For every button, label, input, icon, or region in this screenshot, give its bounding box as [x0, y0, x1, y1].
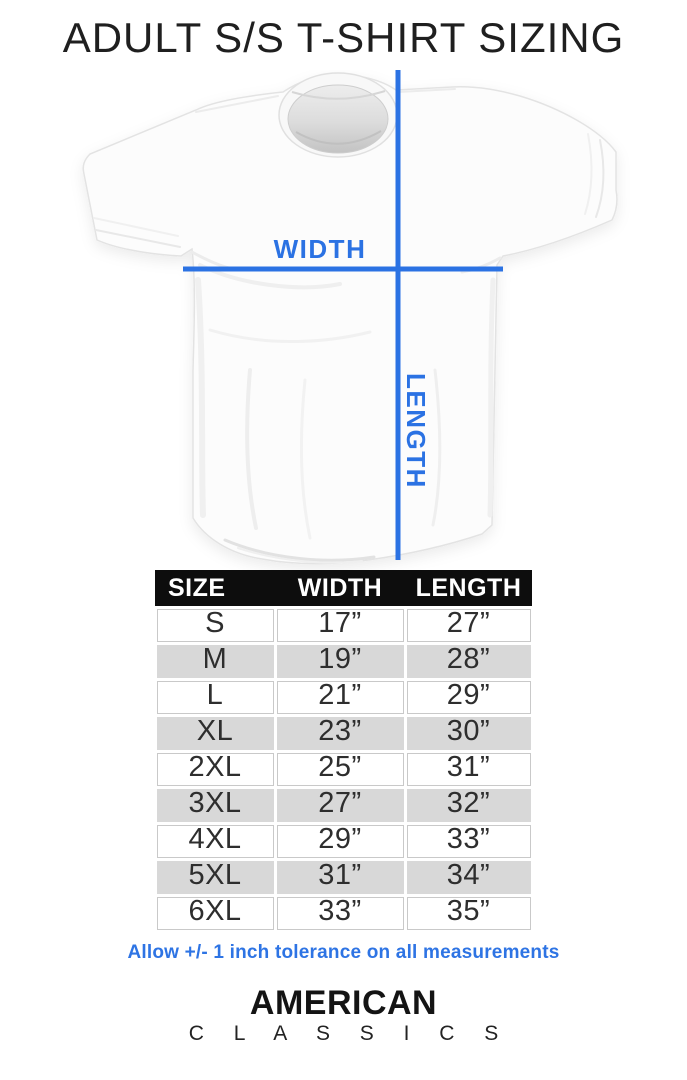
sizing-chart-page: ADULT S/S T-SHIRT SIZING — [0, 14, 687, 1080]
cell-width: 19” — [273, 641, 407, 681]
table-row: 3XL 27” 32” — [153, 785, 534, 825]
table-row: L 21” 29” — [153, 677, 534, 717]
table-row: 5XL 31” 34” — [153, 857, 534, 897]
cell-width: 27” — [273, 785, 407, 825]
brand-name: AMERICAN — [249, 983, 438, 1022]
table-row: XL 23” 30” — [153, 713, 534, 753]
cell-length: 28” — [403, 641, 534, 681]
width-label: WIDTH — [274, 234, 367, 264]
table-row: M 19” 28” — [153, 641, 534, 681]
brand-logo: AMERICAN C L A S S I C S — [0, 986, 687, 1044]
cell-width: 25” — [273, 749, 407, 789]
cell-width: 23” — [273, 713, 407, 753]
column-header-width: WIDTH — [275, 570, 405, 608]
fabric-wrinkles — [93, 88, 605, 564]
table-row: S 17” 27” — [153, 605, 534, 645]
cell-width: 33” — [273, 893, 407, 933]
size-chart-table: SIZE WIDTH LENGTH S 17” 27” M 19” 28” L … — [153, 570, 534, 933]
cell-size: M — [153, 641, 277, 681]
cell-size: 2XL — [153, 749, 277, 789]
cell-size: S — [153, 605, 277, 645]
cell-length: 30” — [403, 713, 534, 753]
cell-size: L — [153, 677, 277, 717]
cell-length: 27” — [403, 605, 534, 645]
cell-length: 31” — [403, 749, 534, 789]
tshirt-diagram: WIDTH LENGTH — [0, 70, 687, 570]
table-row: 6XL 33” 35” — [153, 893, 534, 933]
cell-length: 35” — [403, 893, 534, 933]
cell-width: 31” — [273, 857, 407, 897]
table-row: 4XL 29” 33” — [153, 821, 534, 861]
cell-size: XL — [153, 713, 277, 753]
cell-length: 34” — [403, 857, 534, 897]
brand-subtitle: C L A S S I C S — [188, 1021, 511, 1045]
table-row: 2XL 25” 31” — [153, 749, 534, 789]
cell-length: 32” — [403, 785, 534, 825]
column-header-length: LENGTH — [405, 570, 532, 608]
cell-length: 29” — [403, 677, 534, 717]
tolerance-note: Allow +/- 1 inch tolerance on all measur… — [127, 941, 560, 963]
cell-size: 6XL — [153, 893, 277, 933]
cell-size: 5XL — [153, 857, 277, 897]
cell-length: 33” — [403, 821, 534, 861]
tshirt-silhouette — [82, 74, 618, 565]
cell-width: 29” — [273, 821, 407, 861]
cell-width: 21” — [273, 677, 407, 717]
tshirt-image: WIDTH LENGTH — [82, 70, 618, 565]
header-row: SIZE WIDTH LENGTH — [155, 570, 532, 608]
cell-size: 4XL — [153, 821, 277, 861]
collar — [278, 72, 398, 159]
cell-width: 17” — [273, 605, 407, 645]
column-header-size: SIZE — [155, 570, 275, 608]
page-title: ADULT S/S T-SHIRT SIZING — [62, 14, 625, 61]
cell-size: 3XL — [153, 785, 277, 825]
length-label: LENGTH — [401, 373, 431, 489]
